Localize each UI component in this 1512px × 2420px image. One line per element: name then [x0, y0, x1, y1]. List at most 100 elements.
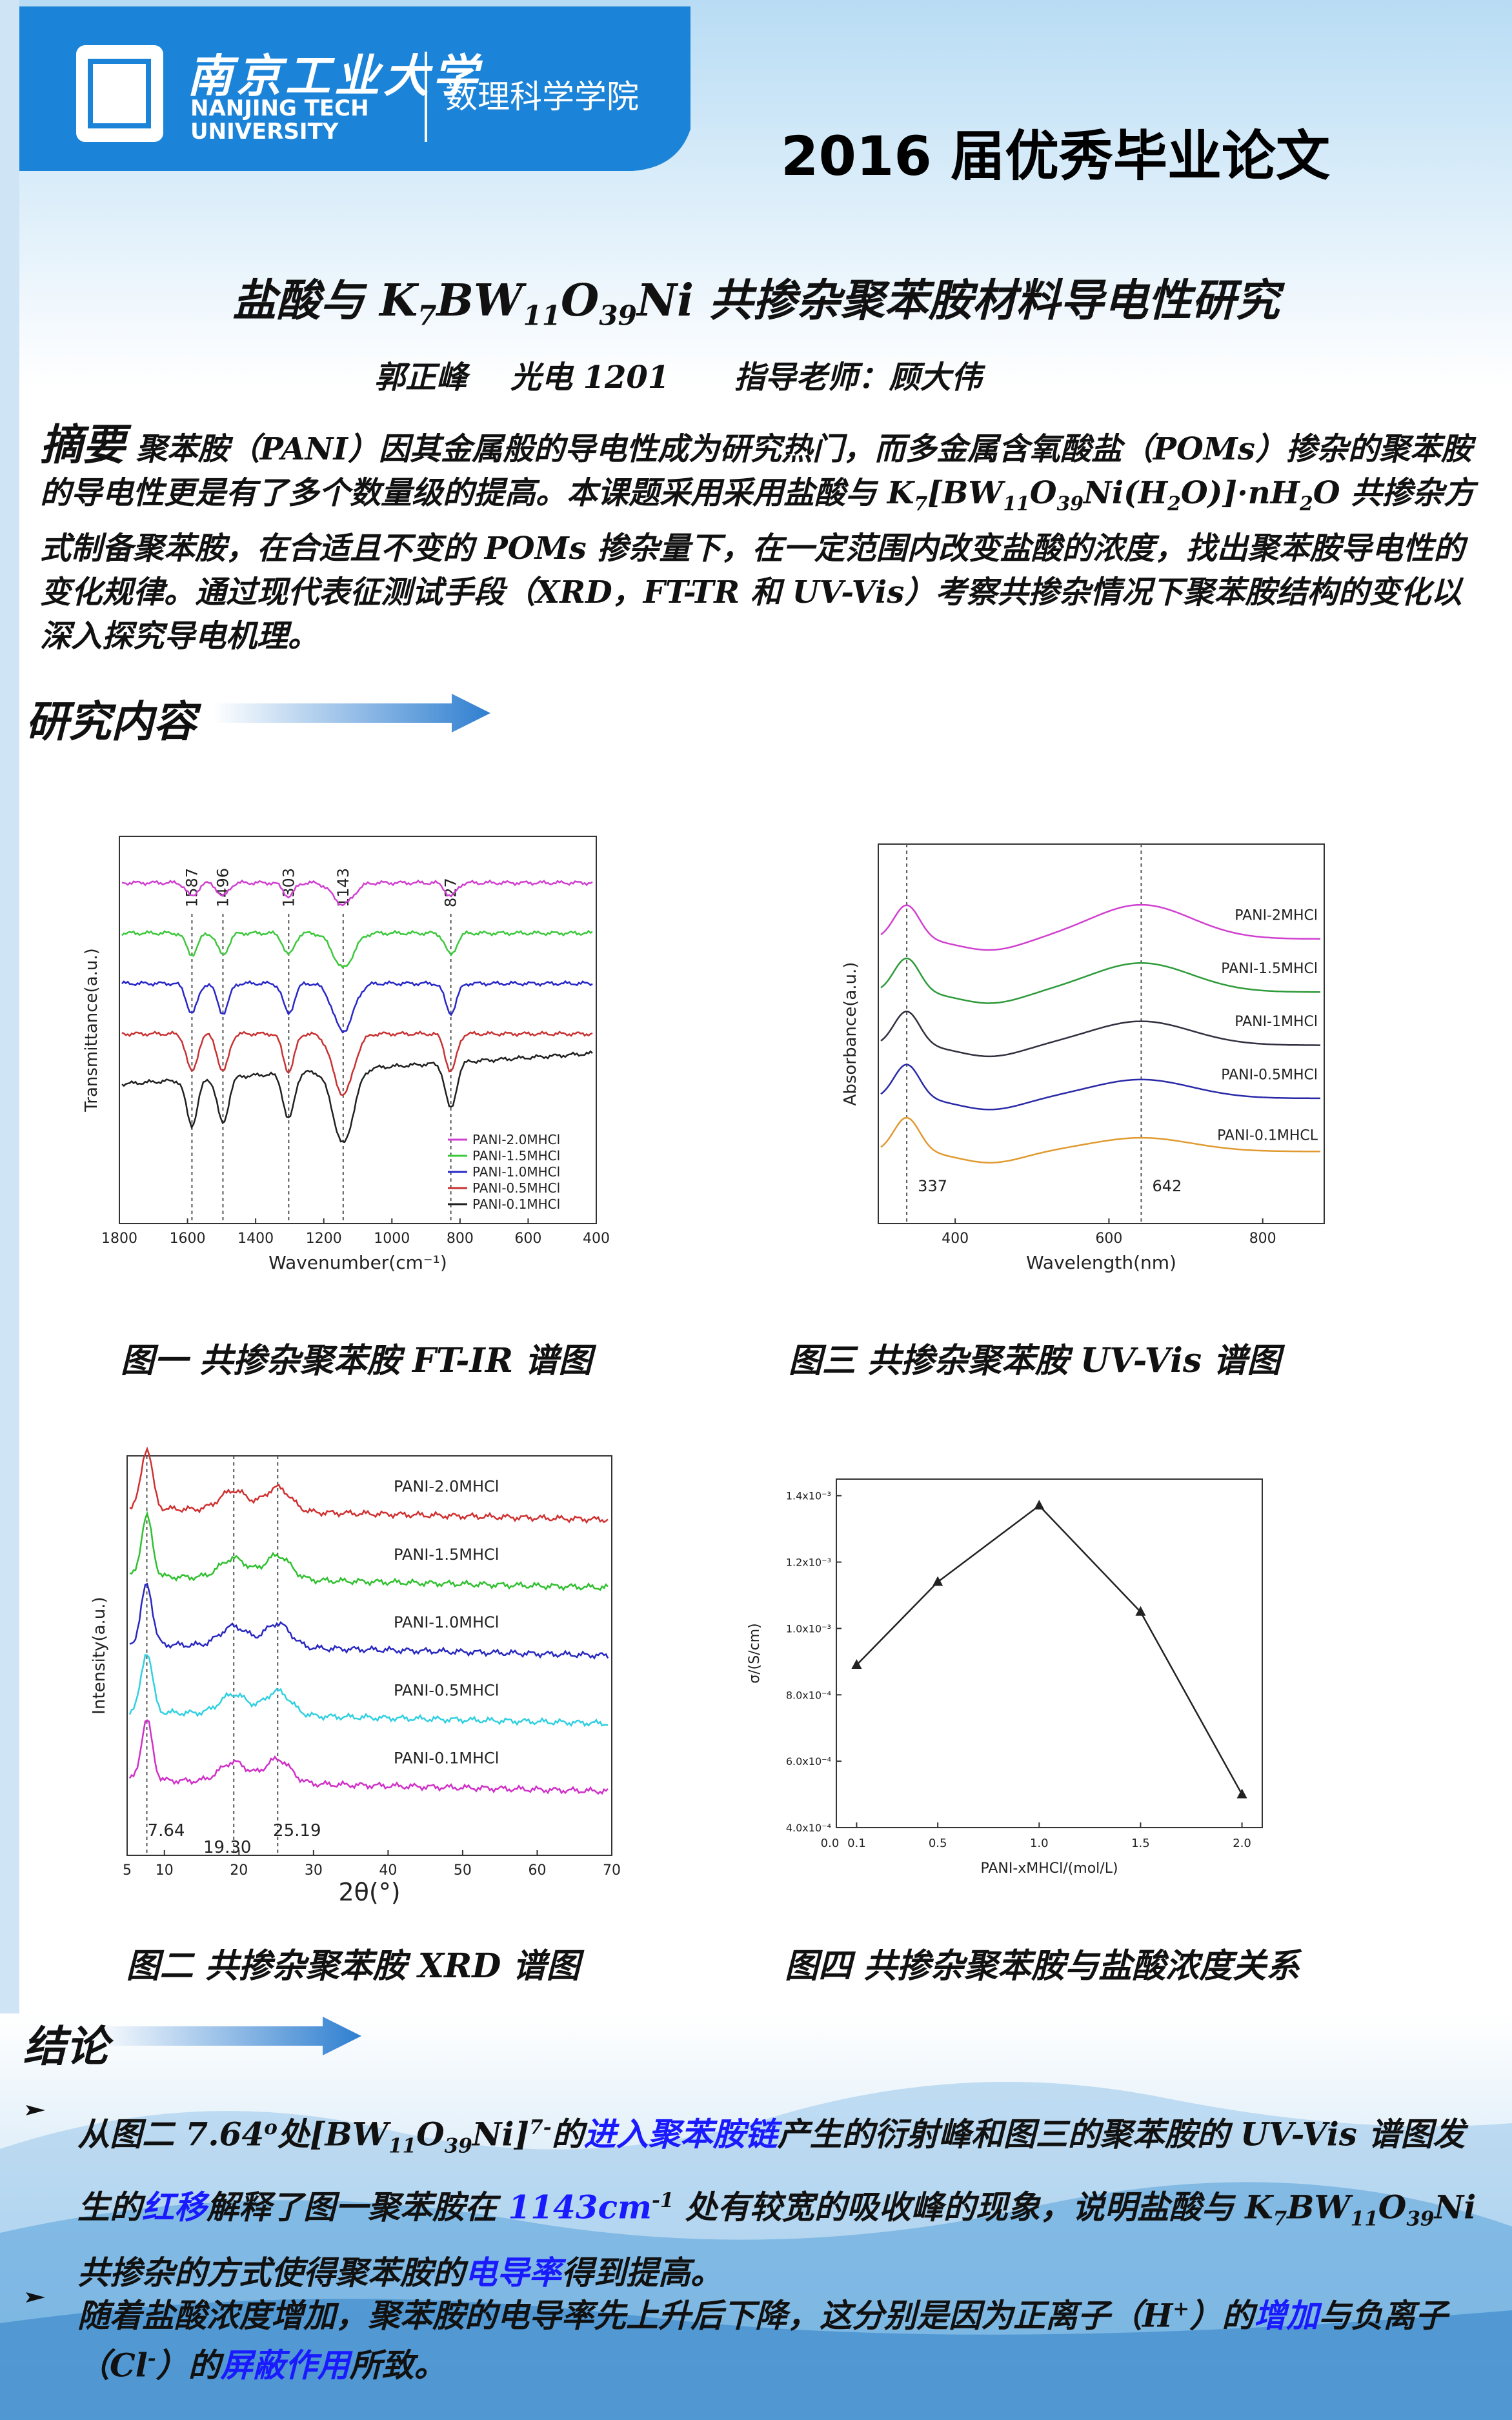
- plot-frame: [878, 843, 1325, 1224]
- x-tick-label: 1800: [101, 1231, 137, 1247]
- text-run: 7-: [529, 2116, 552, 2139]
- text-run: Ni 共掺杂聚苯胺材料导电性研究: [636, 275, 1280, 327]
- x-tick-label: 800: [1249, 1231, 1276, 1247]
- x-tick-label: 10: [156, 1862, 174, 1879]
- y-axis-label: Absorbance(a.u.): [841, 962, 860, 1106]
- text-run: 的: [551, 2115, 584, 2153]
- x-axis-label: 2θ(°): [338, 1878, 400, 1906]
- x-tick-label: 1200: [306, 1231, 342, 1247]
- paper-title: 盐酸与 K7BW11O39Ni 共掺杂聚苯胺材料导电性研究: [0, 265, 1512, 332]
- text-run: 2: [1300, 492, 1313, 516]
- text-run: O 共掺杂方式制备聚苯胺，在合适且不变的 POMs 掺杂量下，在一定范围内改变盐…: [40, 475, 1475, 654]
- text-run: 产生的衍射峰和图三的聚苯胺的 UV-Vis 谱图发生的: [77, 2115, 1466, 2226]
- y-tick-label: 1.0x10⁻³: [786, 1622, 831, 1635]
- text-run: 进入聚苯胺链: [583, 2115, 778, 2153]
- peak-label: 827: [442, 878, 460, 907]
- university-en-line: NANJING TECH: [190, 96, 369, 121]
- series-label: PANI-2.0MHCl: [394, 1478, 499, 1496]
- x-tick-label: 1400: [237, 1231, 274, 1247]
- bullet: [26, 2105, 45, 2115]
- spectrum-curve: [121, 1030, 593, 1096]
- x-tick-label: 800: [447, 1231, 474, 1247]
- text-run: O)]·nH: [1180, 475, 1300, 511]
- header-band: [19, 6, 690, 171]
- text-run: Ni]: [472, 2115, 530, 2153]
- spectrum-curve: [129, 1510, 609, 1591]
- x-axis-label: PANI-xMHCl/(mol/L): [980, 1860, 1118, 1877]
- figure-caption: 图一 共掺杂聚苯胺 FT-IR 谱图: [120, 1341, 592, 1380]
- university-en: NANJING TECH UNIVERSITY: [190, 97, 369, 143]
- peak-label: 25.19: [273, 1821, 321, 1840]
- figure-caption: 图三 共掺杂聚苯胺 UV-Vis 谱图: [788, 1341, 1281, 1380]
- spectrum-curve: [880, 1064, 1320, 1111]
- y-tick-label: 6.0x10⁻⁴: [786, 1755, 831, 1768]
- series-label: PANI-0.5MHCl: [1221, 1067, 1318, 1084]
- x-axis-label: Wavelength(nm): [1026, 1252, 1176, 1273]
- text-run: 随着盐酸浓度增加，聚苯胺的电导率先上升后下降，这分别是因为正离子（H: [77, 2296, 1173, 2335]
- text-run: O: [1029, 475, 1057, 511]
- text-run: 解释了图一聚苯胺在: [207, 2188, 509, 2226]
- spectrum-curve: [880, 1011, 1320, 1058]
- data-point: [1034, 1500, 1045, 1510]
- x-tick-label: 400: [583, 1231, 610, 1247]
- text-run: 11: [1350, 2207, 1378, 2231]
- text-run: Ni(H: [1083, 475, 1168, 511]
- advisor: 指导老师：顾大伟: [734, 359, 982, 396]
- section-heading: 结论: [23, 2021, 108, 2072]
- class: 光电 1201: [510, 359, 670, 396]
- mountains: [0, 2299, 1512, 2420]
- series-label: PANI-2MHCl: [1235, 908, 1318, 924]
- text-run: 2: [1167, 492, 1181, 516]
- legend-label: PANI-2.0MHCl: [472, 1132, 560, 1147]
- section-heading: 研究内容: [26, 696, 196, 747]
- data-point: [1135, 1606, 1146, 1616]
- text-run: ）的: [156, 2346, 221, 2385]
- conclusion: 随着盐酸浓度增加，聚苯胺的电导率先上升后下降，这分别是因为正离子（H+）的增加与…: [77, 2288, 1478, 2386]
- text-run: 1143cm: [508, 2188, 652, 2226]
- series-label: PANI-0.1MHCl: [394, 1749, 499, 1768]
- text-run: 11: [523, 299, 561, 332]
- y-tick-label: 1.2x10⁻³: [786, 1557, 831, 1569]
- x-tick-label: 5: [123, 1862, 132, 1879]
- text-run: 11: [1003, 492, 1030, 516]
- text-run: 与负离子（Cl: [77, 2296, 1448, 2385]
- y-axis-label: Transmittance(a.u.): [82, 948, 101, 1113]
- peak-label: 642: [1153, 1177, 1182, 1195]
- text-run: 电导率: [465, 2254, 561, 2292]
- series-label: PANI-1.5MHCl: [1221, 961, 1318, 977]
- text-run: BW: [436, 275, 523, 327]
- data-point: [851, 1659, 862, 1669]
- legend-label: PANI-0.5MHCl: [472, 1180, 560, 1196]
- series-label: PANI-0.1MHCL: [1217, 1128, 1318, 1144]
- text-run: 39: [1056, 492, 1084, 516]
- legend-label: PANI-1.5MHCl: [472, 1148, 560, 1164]
- spectrum-curve: [880, 1116, 1320, 1164]
- plot-frame: [836, 1478, 1263, 1828]
- text-run: 处[BW: [277, 2115, 388, 2153]
- y-axis-label: Intensity(a.u.): [90, 1597, 109, 1714]
- text-run: 39: [1406, 2207, 1435, 2231]
- spectrum-curve: [129, 1582, 609, 1660]
- legend-label: PANI-0.1MHCl: [472, 1196, 560, 1212]
- text-run: 7: [418, 299, 437, 332]
- x-tick-label: 0.0: [821, 1837, 840, 1850]
- peak-label: 1587: [183, 868, 201, 907]
- text-run: -1: [651, 2188, 674, 2212]
- x-tick-label: 60: [528, 1862, 546, 1879]
- logo-mark: [88, 59, 151, 128]
- abstract-label: 摘要: [40, 419, 125, 470]
- text-run: 增加: [1254, 2296, 1319, 2335]
- x-tick-label: 40: [379, 1862, 397, 1879]
- x-tick-label: 20: [230, 1862, 248, 1879]
- x-tick-label: 30: [305, 1862, 323, 1879]
- y-tick-label: 1.4x10⁻³: [786, 1490, 831, 1502]
- text-run: 所致。: [349, 2346, 447, 2385]
- text-run: o: [264, 2116, 277, 2139]
- text-run: [BW: [927, 475, 1003, 511]
- x-tick-label: 0.1: [847, 1837, 866, 1850]
- arrow: [90, 2017, 361, 2055]
- figure-caption: 图二 共掺杂聚苯胺 XRD 谱图: [126, 1946, 580, 1986]
- conclusion: 从图二 7.64o处[BW11O39Ni]7-的进入聚苯胺链产生的衍射峰和图三的…: [77, 2101, 1478, 2300]
